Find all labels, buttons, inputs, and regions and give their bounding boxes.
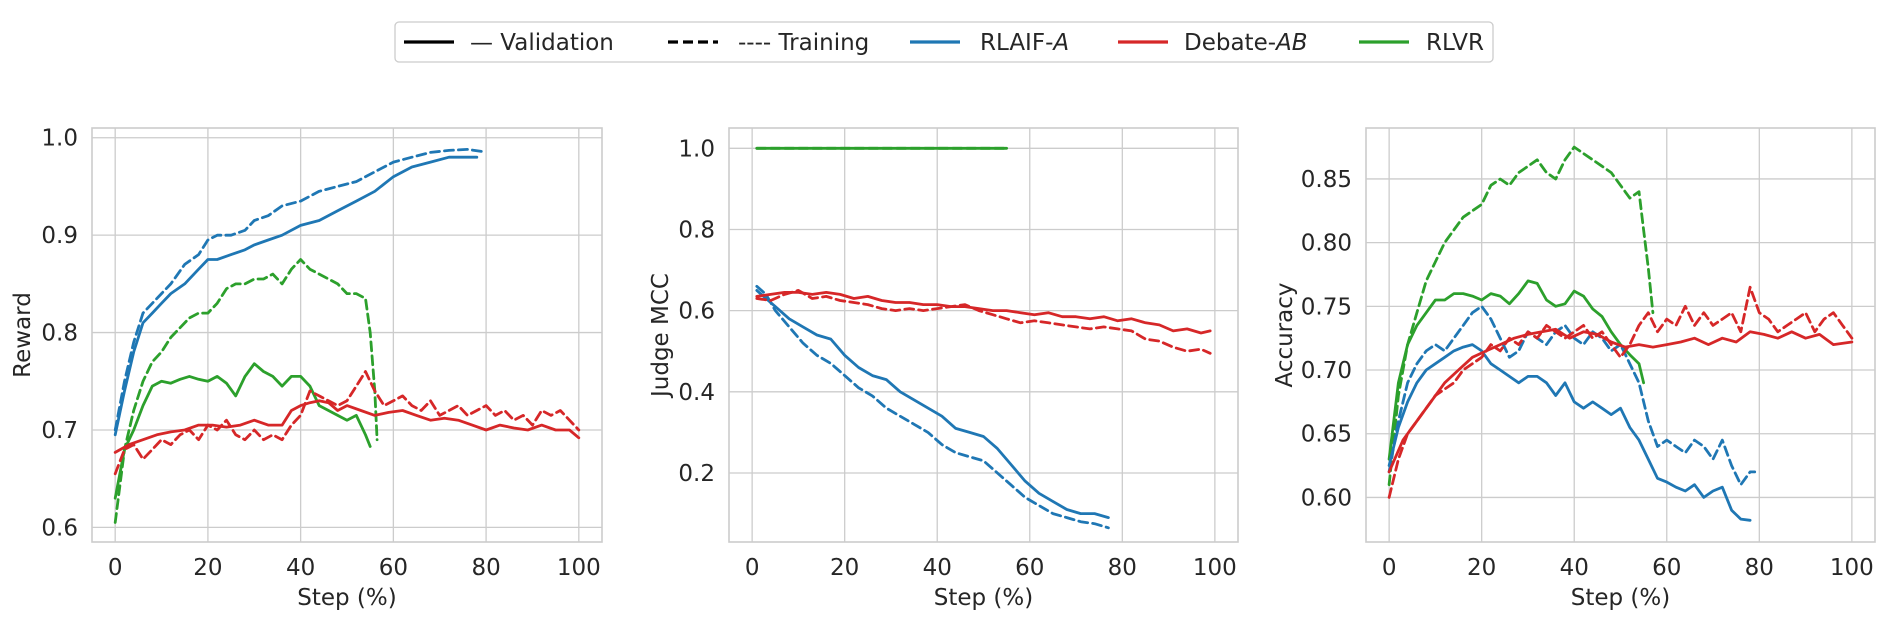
series-rlaif-a-training: [113, 147, 483, 432]
x-tick-label: 40: [286, 555, 315, 581]
y-tick-label: 0.6: [41, 515, 78, 541]
series-group: [1387, 145, 1854, 522]
series-debate-ab-validation: [113, 399, 581, 454]
x-tick-label: 0: [745, 555, 760, 581]
series-rlaif-a-validation: [113, 155, 479, 437]
x-tick-label: 40: [1560, 555, 1589, 581]
x-tick-label: 40: [923, 555, 952, 581]
x-tick-label: 80: [1108, 555, 1137, 581]
x-tick-label: 100: [1830, 555, 1874, 581]
legend-label-4: RLVR: [1426, 30, 1484, 56]
y-tick-label: 0.70: [1301, 358, 1352, 384]
y-axis-label: Reward: [10, 292, 36, 378]
x-tick-label: 60: [379, 555, 408, 581]
x-axis-label: Step (%): [934, 585, 1033, 611]
panel-2: 0 20 40 60 80 100 0.2 0.4 0.6 0.8 1.0 Step (%) Judge…: [648, 127, 1239, 611]
y-tick-label: 0.85: [1301, 167, 1352, 193]
series-rlaif-a-validation: [755, 288, 1110, 519]
legend-label-1: ---- Training: [738, 30, 869, 56]
panel-3: 0 20 40 60 80 100 0.60 0.65 0.70 0.75 0.80 0.85 Step…: [1272, 127, 1876, 611]
x-axis-label: Step (%): [297, 585, 396, 611]
legend-label-2: RLAIF-A: [980, 30, 1069, 56]
x-tick-label: 20: [193, 555, 222, 581]
y-axis-label: Judge MCC: [648, 273, 674, 399]
y-tick-label: 0.6: [678, 299, 715, 325]
series-group: [113, 147, 581, 524]
y-tick-label: 0.8: [678, 217, 715, 243]
x-tick-label: 20: [830, 555, 859, 581]
y-tick-label: 0.2: [678, 461, 715, 487]
legend-label-3: Debate-AB: [1184, 30, 1308, 56]
y-tick-label: 0.60: [1301, 485, 1352, 511]
y-tick-label: 0.75: [1301, 294, 1352, 320]
series-debate-ab-training: [1387, 285, 1854, 499]
y-tick-label: 0.80: [1301, 231, 1352, 257]
series-debate-ab-training: [755, 288, 1212, 355]
series-group: [755, 146, 1212, 530]
series-rlvr-training: [1387, 145, 1655, 487]
y-tick-label: 0.7: [41, 418, 78, 444]
series-rlaif-a-training: [755, 284, 1110, 530]
legend-label-0: — Validation: [470, 30, 614, 56]
series-rlvr-validation: [1387, 279, 1645, 461]
series-rlvr-validation: [113, 362, 372, 500]
plot-frame: [728, 127, 1239, 543]
panel-1: 0 20 40 60 80 100 0.6 0.7 0.8 0.9 1.0 Step (%) Rewar…: [10, 126, 603, 611]
plot-frame: [1365, 127, 1876, 543]
y-axis-label: Accuracy: [1272, 282, 1298, 387]
x-tick-label: 0: [1382, 555, 1397, 581]
series-rlaif-a-training: [1387, 304, 1757, 487]
x-tick-label: 20: [1467, 555, 1496, 581]
y-tick-label: 1.0: [678, 136, 715, 162]
series-debate-ab-validation: [755, 290, 1212, 335]
series-rlvr-training: [113, 258, 379, 524]
x-tick-label: 60: [1015, 555, 1044, 581]
x-tick-label: 60: [1652, 555, 1681, 581]
x-tick-label: 100: [557, 555, 601, 581]
y-tick-label: 0.4: [678, 380, 715, 406]
y-tick-label: 1.0: [41, 126, 78, 152]
y-tick-label: 0.9: [41, 223, 78, 249]
legend: — Validation ---- Training RLAIF-A Debate-A…: [394, 21, 1494, 63]
series-rlaif-a-validation: [1387, 343, 1752, 522]
x-axis-label: Step (%): [1571, 585, 1670, 611]
series-debate-ab-validation: [1387, 327, 1854, 474]
y-tick-label: 0.8: [41, 321, 78, 347]
x-tick-label: 80: [471, 555, 500, 581]
x-tick-label: 80: [1745, 555, 1774, 581]
x-tick-label: 100: [1193, 555, 1237, 581]
series-debate-ab-training: [113, 370, 581, 476]
y-tick-label: 0.65: [1301, 422, 1352, 448]
plot-frame: [91, 127, 603, 543]
x-tick-label: 0: [108, 555, 123, 581]
